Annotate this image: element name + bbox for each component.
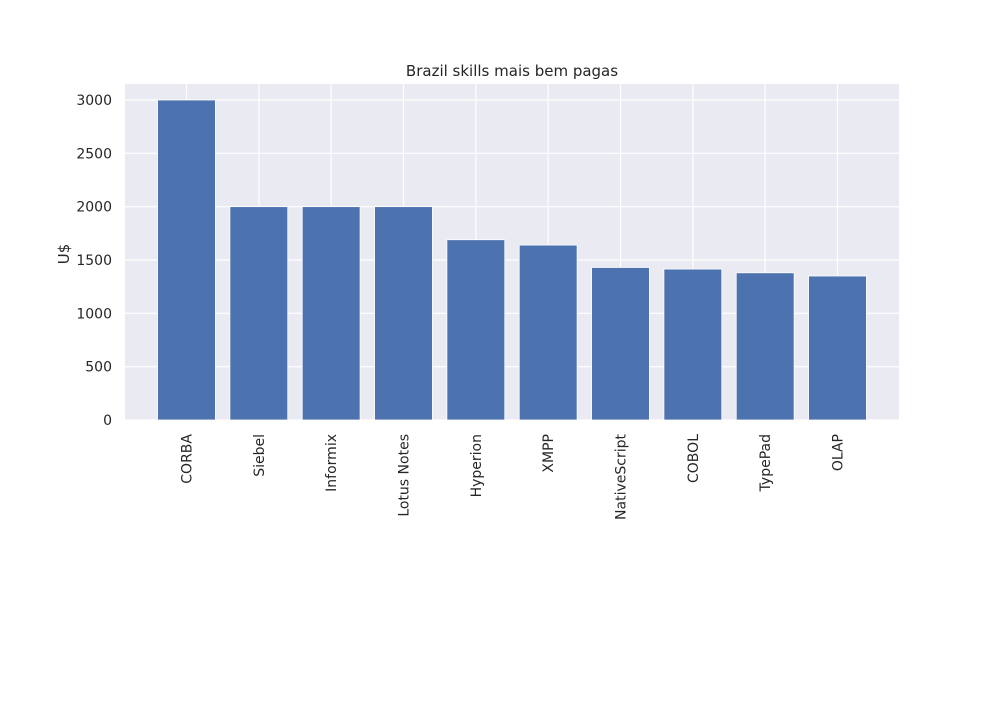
bar-nativescript xyxy=(591,267,650,421)
y-axis-label: U$ xyxy=(55,244,73,265)
y-tick-label: 1500 xyxy=(76,253,112,269)
bar-corba xyxy=(157,99,216,421)
bar-siebel xyxy=(229,206,289,421)
bar-informix xyxy=(301,206,361,421)
chart-title: Brazil skills mais bem pagas xyxy=(406,62,618,80)
bar-lotus-notes xyxy=(374,206,433,421)
x-tick-label: Lotus Notes xyxy=(396,434,412,517)
bar-typepad xyxy=(735,272,795,421)
y-tick-label: 500 xyxy=(85,360,112,376)
x-tick-label: OLAP xyxy=(831,434,847,471)
y-tick-labels: 0 500 1000 1500 2000 2500 3000 xyxy=(76,93,112,429)
x-tick-label: Informix xyxy=(324,434,340,492)
x-tick-label: Siebel xyxy=(252,434,268,477)
y-tick-label: 0 xyxy=(103,413,112,429)
bar-cobol xyxy=(663,268,723,421)
bar-xmpp xyxy=(518,244,578,421)
y-tick-label: 1000 xyxy=(76,306,112,322)
y-tick-label: 3000 xyxy=(76,93,112,109)
y-tick-label: 2000 xyxy=(76,200,112,216)
y-tick-label: 2500 xyxy=(76,146,112,162)
x-tick-label: NativeScript xyxy=(614,433,630,519)
bar-olap xyxy=(808,275,867,421)
x-tick-labels: CORBA Siebel Informix Lotus Notes Hyperion XM… xyxy=(179,433,846,519)
x-tick-label: Hyperion xyxy=(469,434,485,497)
bars xyxy=(157,99,867,421)
x-tick-label: XMPP xyxy=(541,434,557,473)
x-tick-label: TypePad xyxy=(758,434,774,492)
x-tick-label: CORBA xyxy=(179,434,195,484)
bar-hyperion xyxy=(446,239,506,421)
x-tick-label: COBOL xyxy=(686,434,702,483)
